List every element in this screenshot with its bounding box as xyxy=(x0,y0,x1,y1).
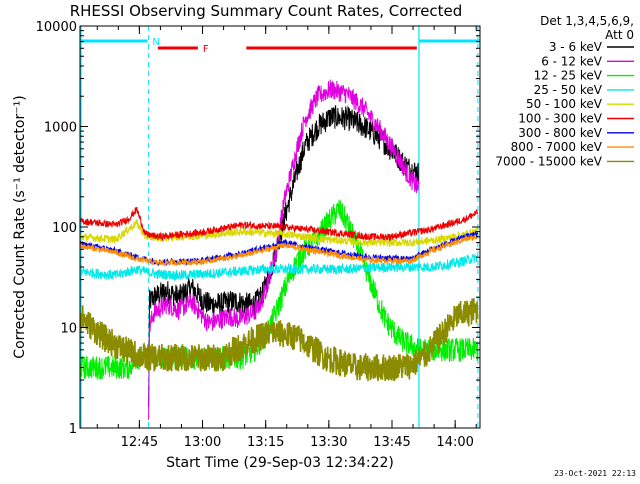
legend-label-5: 100 - 300 keV xyxy=(518,112,602,126)
x-tick-label-1: 13:00 xyxy=(184,435,221,450)
legend-label-1: 6 - 12 keV xyxy=(541,54,603,68)
legend-label-7: 800 - 7000 keV xyxy=(511,140,603,154)
series-line-4 xyxy=(80,219,479,248)
x-tick-label-0: 12:45 xyxy=(121,435,158,450)
series-line-3 xyxy=(80,253,479,282)
legend-label-4: 50 - 100 keV xyxy=(526,97,603,111)
legend-label-6: 300 - 800 keV xyxy=(518,126,602,140)
y-axis-label: Corrected Count Rate (s⁻¹ detector⁻¹) xyxy=(12,95,28,358)
legend-title-line-0: Det 1,3,4,5,6,9, xyxy=(540,14,634,28)
series-line-0 xyxy=(148,105,420,407)
x-tick-label-5: 14:00 xyxy=(436,435,473,450)
series-line-7 xyxy=(80,234,479,267)
legend-label-3: 25 - 50 keV xyxy=(534,83,603,97)
series-layer xyxy=(80,79,479,420)
series-line-8 xyxy=(80,298,479,382)
y-tick-label-4: 10000 xyxy=(36,20,77,35)
legend-title-line-1: Att 0 xyxy=(605,28,634,42)
series-line-5 xyxy=(80,207,479,243)
x-tick-label-3: 13:30 xyxy=(310,435,347,450)
footer-date: 23-Oct-2021 22:13 xyxy=(554,469,636,478)
chart-title: RHESSI Observing Summary Count Rates, Co… xyxy=(70,2,463,20)
x-axis-label: Start Time (29-Sep-03 12:34:22) xyxy=(166,455,394,471)
series-line-1 xyxy=(148,79,420,420)
y-tick-label-2: 100 xyxy=(52,221,77,236)
axes: 1 10 100 1000 10000 12:45 13:00 13:15 13:30 13:45… xyxy=(36,20,481,450)
legend-label-0: 3 - 6 keV xyxy=(549,40,603,54)
flag-bars: NF xyxy=(80,37,480,55)
x-tick-label-4: 13:45 xyxy=(373,435,410,450)
legend-label-8: 7000 - 15000 keV xyxy=(495,154,602,168)
legend-label-2: 12 - 25 keV xyxy=(534,69,603,83)
y-tick-label-3: 1000 xyxy=(44,121,77,136)
y-tick-label-0: 1 xyxy=(69,422,77,437)
flag-label-N: N xyxy=(152,37,159,48)
flag-label-F: F xyxy=(203,44,209,55)
y-tick-label-1: 10 xyxy=(60,322,77,337)
x-tick-label-2: 13:15 xyxy=(247,435,284,450)
